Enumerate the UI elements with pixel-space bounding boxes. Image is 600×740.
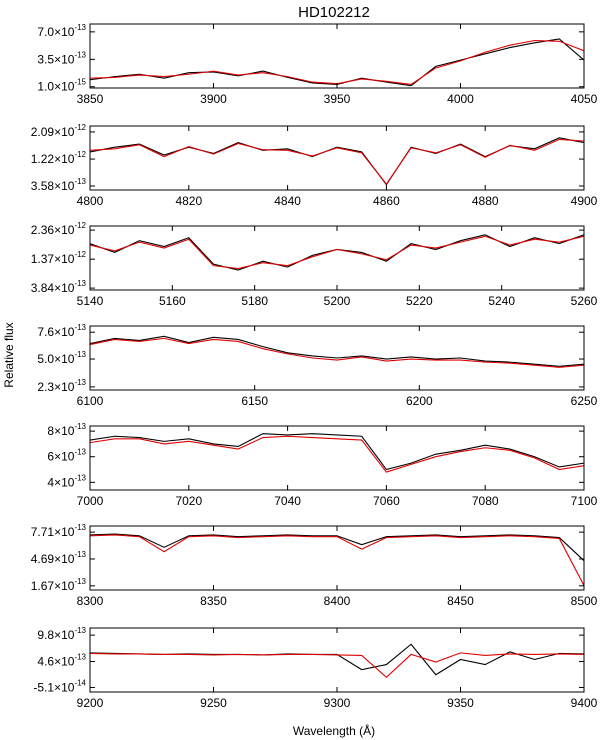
x-tick-label: 9400	[571, 696, 598, 710]
y-tick-label: 8×10-13	[47, 422, 86, 438]
spectrum-panel: 4800 4820 4840 4860 4880 4900 3.58×10-13 1.22×1…	[31, 123, 598, 208]
y-tick-label: 7.71×10-13	[31, 523, 87, 539]
y-axis-label: Relative flux	[2, 322, 16, 387]
spectrum-panel: 7000 7020 7040 7060 7080 7100 4×10-13 6×10-13 8×…	[47, 422, 597, 508]
x-tick-label: 3850	[77, 92, 104, 106]
x-tick-label: 8300	[77, 594, 104, 608]
model-spectrum-line	[90, 435, 584, 473]
x-tick-label: 9350	[447, 696, 474, 710]
x-tick-label: 3900	[200, 92, 227, 106]
observed-spectrum-line	[90, 335, 584, 367]
y-tick-label: 2.36×10-12	[31, 221, 87, 237]
spectrum-panel: 3850 3900 3950 4000 4050 1.0×10-15 3.5×10-13 7.…	[37, 23, 597, 106]
x-tick-label: 7060	[373, 494, 400, 508]
chart-title: HD102212	[298, 4, 370, 21]
x-tick-label: 5140	[77, 294, 104, 308]
model-spectrum-line	[90, 652, 584, 679]
panel-frame	[89, 425, 585, 491]
y-tick-label: 1.0×10-15	[37, 78, 86, 94]
y-tick-label: 1.22×10-12	[31, 150, 87, 166]
y-tick-label: 1.37×10-12	[31, 250, 87, 266]
spectrum-panel: 5140 5160 5180 5200 5220 5240 5260 3.84×10-13 1.…	[31, 221, 598, 308]
x-axis-label: Wavelength (Å)	[293, 723, 375, 738]
x-tick-label: 4880	[472, 194, 499, 208]
x-tick-label: 7100	[571, 494, 598, 508]
y-tick-label: 4.6×10-13	[37, 653, 86, 669]
x-tick-label: 4000	[447, 92, 474, 106]
x-tick-label: 8450	[447, 594, 474, 608]
x-tick-label: 5180	[241, 294, 268, 308]
y-tick-label: 2.09×10-12	[31, 123, 87, 139]
x-tick-label: 5240	[488, 294, 515, 308]
y-tick-label: 3.5×10-13	[37, 50, 86, 66]
model-spectrum-line	[90, 337, 584, 368]
spectrum-panel: 8300 8350 8400 8450 8500 1.67×10-13 4.69×10-13…	[31, 523, 598, 608]
x-tick-label: 4800	[77, 194, 104, 208]
x-tick-label: 7080	[472, 494, 499, 508]
x-tick-label: 5200	[324, 294, 351, 308]
y-tick-label: 7.0×10-13	[37, 23, 86, 39]
x-tick-label: 9250	[200, 696, 227, 710]
x-tick-label: 5260	[571, 294, 598, 308]
spectrum-panel: 6100 6150 6200 6250 2.3×10-13 5.0×10-13 7.6×10…	[37, 323, 597, 408]
x-tick-label: 4860	[373, 194, 400, 208]
panel-frame	[89, 325, 585, 391]
spectrum-panel: 9200 9250 9300 9350 9400 -5.1×10-14 4.6×10-13 9…	[33, 626, 597, 710]
x-tick-label: 8350	[200, 594, 227, 608]
x-tick-label: 8500	[571, 594, 598, 608]
observed-spectrum-line	[90, 234, 584, 271]
y-tick-label: -5.1×10-14	[33, 678, 86, 694]
x-tick-label: 6100	[77, 394, 104, 408]
y-tick-label: 4×10-13	[47, 473, 86, 489]
y-tick-label: 6×10-13	[47, 448, 86, 464]
x-tick-label: 4050	[571, 92, 598, 106]
model-spectrum-line	[90, 138, 584, 185]
y-tick-label: 3.84×10-13	[31, 279, 87, 295]
y-tick-label: 3.58×10-13	[31, 177, 87, 193]
x-tick-label: 4840	[274, 194, 301, 208]
x-tick-label: 9200	[77, 696, 104, 710]
x-tick-label: 9300	[324, 696, 351, 710]
x-tick-label: 6200	[406, 394, 433, 408]
panels-group: 3850 3900 3950 4000 4050 1.0×10-15 3.5×10-13 7.…	[31, 23, 598, 710]
x-tick-label: 5160	[159, 294, 186, 308]
x-tick-label: 6250	[571, 394, 598, 408]
x-tick-label: 7040	[274, 494, 301, 508]
y-tick-label: 4.69×10-13	[31, 550, 87, 566]
x-tick-label: 5220	[406, 294, 433, 308]
observed-spectrum-line	[90, 433, 584, 471]
y-tick-label: 9.8×10-13	[37, 626, 86, 642]
x-tick-label: 4900	[571, 194, 598, 208]
x-tick-label: 7000	[77, 494, 104, 508]
y-tick-label: 2.3×10-13	[37, 378, 86, 394]
panel-frame	[89, 627, 585, 693]
y-tick-label: 7.6×10-13	[37, 323, 86, 339]
y-tick-label: 1.67×10-13	[31, 577, 87, 593]
panel-frame	[89, 225, 585, 291]
x-tick-label: 4820	[175, 194, 202, 208]
observed-spectrum-line	[90, 38, 584, 87]
model-spectrum-line	[90, 534, 584, 586]
x-tick-label: 7020	[175, 494, 202, 508]
y-tick-label: 5.0×10-13	[37, 350, 86, 366]
model-spectrum-line	[90, 235, 584, 270]
x-tick-label: 3950	[324, 92, 351, 106]
observed-spectrum-line	[90, 533, 584, 562]
x-tick-label: 6150	[241, 394, 268, 408]
x-tick-label: 8400	[324, 594, 351, 608]
observed-spectrum-line	[90, 643, 584, 676]
panel-frame	[89, 125, 585, 191]
